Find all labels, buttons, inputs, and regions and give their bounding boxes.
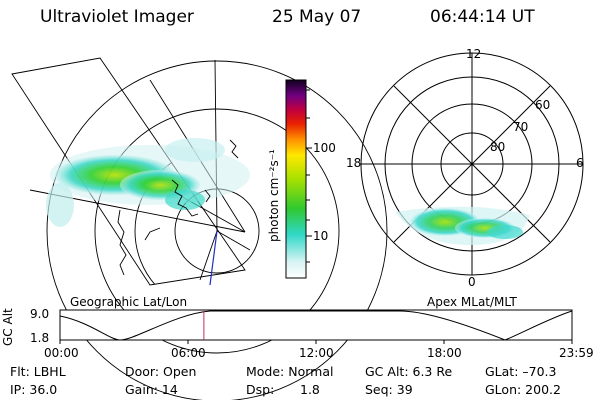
mlt-label-12: 12 (466, 47, 482, 61)
instrument-title: Ultraviolet Imager (40, 7, 194, 27)
left-aurora-emission (46, 138, 250, 227)
colorbar (285, 79, 307, 279)
right-aurora-emission (395, 206, 530, 245)
apex-caption: Apex MLat/MLT (427, 295, 517, 309)
dsp-label: Dsp: (246, 382, 275, 397)
colorbar-unit-label: photon cm⁻²s⁻¹ (267, 149, 281, 242)
ip-status: IP: 36.0 (10, 382, 58, 397)
gain-status: Gain: 14 (125, 382, 178, 397)
glat-status: GLat: –70.3 (485, 364, 557, 379)
coastline (117, 139, 239, 276)
timeline-tick-4: 23:59 (559, 346, 594, 360)
colorbar-tick-10: 10 (313, 229, 329, 243)
orbit-track (209, 230, 218, 286)
mlat-label-60: 60 (535, 98, 551, 112)
timeline-tick-2: 12:00 (299, 346, 334, 360)
mlt-label-0: 0 (468, 275, 476, 289)
door-status: Door: Open (125, 364, 197, 379)
timeline-ymin: 1.8 (30, 331, 50, 345)
dsp-value: 1.8 (300, 382, 320, 397)
gc-alt-status: GC Alt: 6.3 Re (365, 364, 453, 379)
geographic-caption: Geographic Lat/Lon (70, 295, 188, 309)
map-frame-boundary (11, 57, 246, 286)
timeline-ticks (59, 340, 573, 344)
gc-alt-curve (59, 310, 573, 341)
mlat-label-80: 80 (490, 140, 506, 154)
mode-status: Mode: Normal (246, 364, 334, 379)
time-label: 06:44:14 UT (430, 7, 535, 27)
date-label: 25 May 07 (272, 7, 362, 27)
mlat-label-70: 70 (513, 120, 529, 134)
seq-status: Seq: 39 (365, 382, 413, 397)
timeline-ymax: 9.0 (30, 307, 50, 321)
filter-status: Flt: LBHL (10, 364, 66, 379)
timeline-axis-label: GC Alt (1, 308, 15, 346)
mlt-label-6: 6 (576, 156, 584, 170)
timeline-tick-3: 18:00 (427, 346, 462, 360)
colorbar-tick-100: 100 (313, 141, 336, 155)
timeline-tick-1: 06:00 (171, 346, 206, 360)
glon-status: GLon: 200.2 (485, 382, 561, 397)
mlt-label-18: 18 (346, 156, 362, 170)
colorbar-ticks (306, 89, 312, 263)
timeline-tick-0: 00:00 (44, 346, 79, 360)
